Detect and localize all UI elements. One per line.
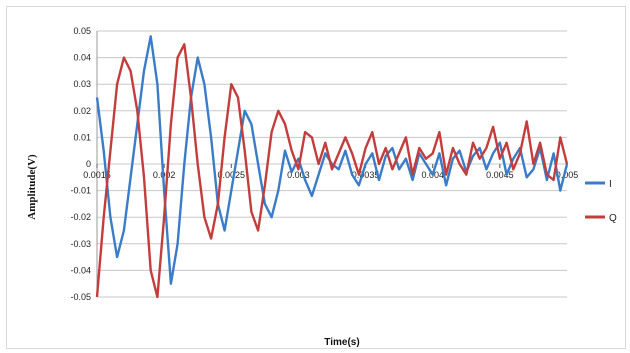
x-axis-label: Time(s) [324,337,359,348]
chart-svg: -0.05 -0.04 -0.03 -0.02 -0.01 0 0.01 0.02 0.03 0.… [26,26,617,348]
chart-frame: -0.05 -0.04 -0.03 -0.02 -0.01 0 0.01 0.02 0.03 0.… [6,6,626,349]
y-axis-label: Amplitude(V) [26,154,38,220]
legend: IQ [585,179,617,224]
x-tick-label: 0.0025 [218,170,246,180]
y-tick-label: 0.01 [73,132,91,142]
legend-label-Q: Q [609,213,617,224]
x-tick-label: 0.005 [556,170,579,180]
x-tick-label: 0.0015 [83,170,111,180]
y-tick-label: 0.05 [73,26,91,36]
x-tick-label: 0.003 [287,170,310,180]
y-tick-label: 0.02 [73,106,91,116]
series-lines [95,35,569,299]
y-tick-label: 0.03 [73,79,91,89]
y-tick-label: 0 [86,159,91,169]
y-axis-ticks: -0.05 -0.04 -0.03 -0.02 -0.01 0 0.01 0.02 0.03 0.… [70,26,91,302]
y-tick-label: -0.01 [70,186,91,196]
x-tick-label: 0.0045 [486,170,514,180]
y-tick-label: -0.04 [70,265,91,275]
y-tick-label: -0.05 [70,292,91,302]
y-tick-label: 0.04 [73,53,91,63]
legend-label-I: I [609,179,612,190]
y-tick-label: -0.02 [70,212,91,222]
series-line-Q [95,43,569,299]
series-line-I [95,35,569,285]
x-tick-label: 0.0035 [352,170,380,180]
y-tick-label: -0.03 [70,239,91,249]
